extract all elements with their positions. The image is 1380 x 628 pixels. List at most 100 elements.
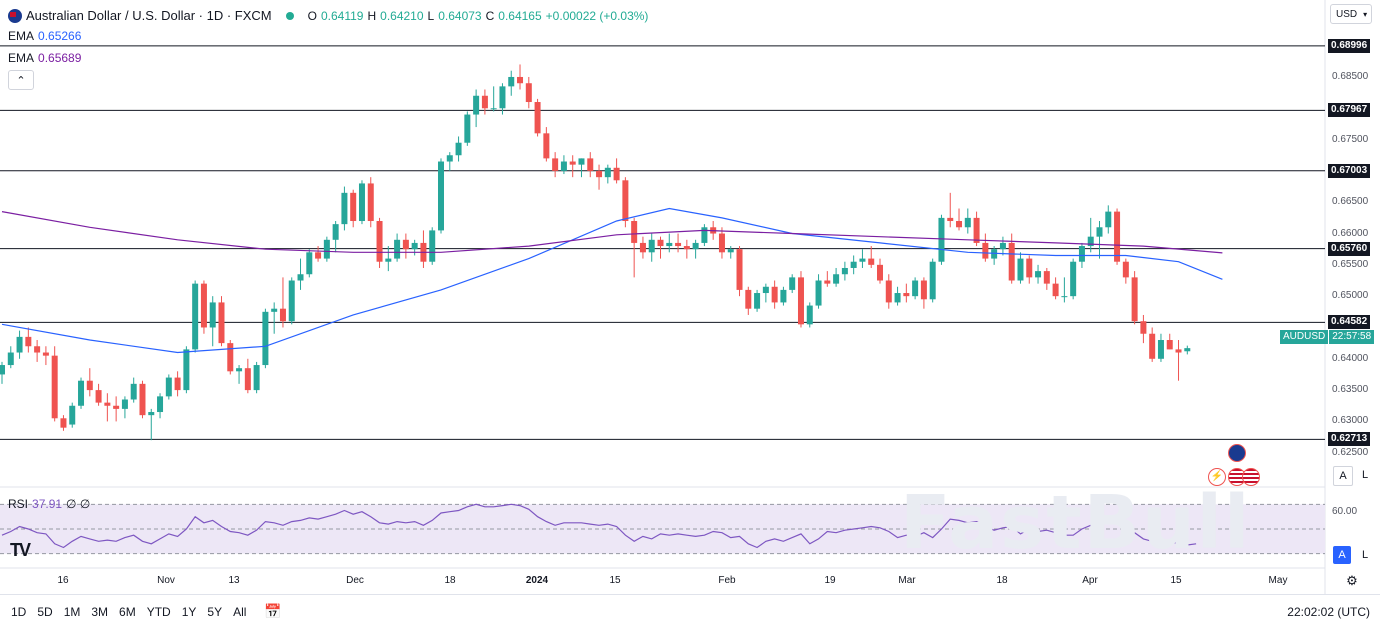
range-button-all[interactable]: All (233, 604, 247, 619)
candle-body (42, 352, 49, 356)
open-label: O (307, 8, 317, 23)
rsi-auto-scale-button[interactable]: A (1333, 546, 1351, 564)
candle-body (1008, 242, 1015, 281)
open-value: 0.64119 (320, 8, 364, 23)
symbol-legend: Australian Dollar / U.S. Dollar · 1D · F… (8, 8, 648, 23)
candle-body (0, 365, 5, 375)
clock-label[interactable]: 22:02:02 (UTC) (1287, 604, 1370, 619)
candle-body (315, 252, 322, 259)
candle-body (727, 249, 734, 253)
time-axis-tick: Nov (157, 575, 175, 586)
candle-body (227, 343, 234, 372)
candle-body (464, 114, 471, 143)
candle-body (394, 239, 401, 259)
price-axis-tick: 0.66500 (1332, 196, 1369, 208)
candle-body (7, 352, 14, 366)
us-flag-icon[interactable] (1242, 468, 1260, 486)
rsi-legend[interactable]: RSI 37.91 ∅ ∅ (8, 497, 90, 511)
time-axis-tick: 13 (228, 575, 240, 586)
candle-body (86, 380, 93, 391)
candle-body (789, 277, 796, 290)
settings-icon[interactable]: ⚙ (1346, 573, 1358, 588)
candle-body (60, 418, 67, 428)
candle-body (1122, 261, 1129, 278)
candle-body (376, 221, 383, 262)
candle-body (411, 242, 418, 250)
ema1-legend[interactable]: EMA 0.65266 (8, 29, 81, 43)
candle-body (69, 405, 76, 425)
candle-body (288, 280, 295, 322)
candle-body (262, 311, 269, 366)
candle-body (1035, 271, 1042, 278)
candle-body (402, 239, 409, 250)
currency-select[interactable]: USD ▾ (1330, 4, 1372, 24)
chevron-down-icon: ▾ (1363, 9, 1368, 19)
range-button-5d[interactable]: 5D (37, 604, 53, 619)
range-button-1d[interactable]: 1D (11, 604, 27, 619)
currency-label: USD (1336, 8, 1358, 20)
candle-body (113, 405, 120, 409)
candle-body (543, 133, 550, 159)
live-symbol: AUDUSD (1280, 330, 1329, 344)
tradingview-logo[interactable]: TV (10, 540, 31, 560)
price-axis-tick: 0.65000 (1332, 290, 1369, 302)
candle-body (104, 402, 111, 406)
range-button-ytd[interactable]: YTD (146, 604, 171, 619)
candle-body (648, 239, 655, 253)
candle-body (1078, 246, 1085, 262)
candle-body (121, 399, 128, 409)
time-axis-tick: 19 (824, 575, 836, 586)
candle-body (332, 224, 339, 240)
live-price-label: AUDUSD 22:57:58 (1280, 330, 1375, 344)
candle-body (1105, 211, 1112, 228)
candle-body (982, 242, 989, 259)
price-axis-tick: 0.65500 (1332, 258, 1369, 270)
level-price-tag: 0.68996 (1328, 38, 1371, 53)
rsi-line (1, 503, 1197, 549)
event-icons[interactable]: ⚡ (1208, 444, 1264, 488)
range-buttons: 1D 5D 1M 3M 6M YTD 1Y 5Y All (0, 605, 246, 619)
symbol-title[interactable]: Australian Dollar / U.S. Dollar · 1D · F… (26, 8, 272, 23)
time-axis-tick: 15 (609, 575, 621, 586)
candle-body (639, 242, 646, 253)
price-axis-tick: 0.63500 (1332, 384, 1369, 396)
candle-body (481, 95, 488, 109)
au-flag-icon[interactable] (1228, 444, 1246, 462)
candle-body (183, 349, 190, 391)
rsi-log-scale-button[interactable]: L (1361, 549, 1369, 561)
log-scale-button[interactable]: L (1361, 469, 1369, 481)
range-button-6m[interactable]: 6M (119, 604, 136, 619)
candle-body (200, 283, 207, 328)
rsi-axis-tick: 60.00 (1332, 506, 1358, 517)
candle-body (1184, 348, 1191, 352)
rsi-value: 37.91 (32, 497, 63, 511)
level-price-tag: 0.65760 (1328, 241, 1371, 256)
ema2-legend[interactable]: EMA 0.65689 (8, 51, 81, 65)
range-button-5y[interactable]: 5Y (207, 604, 223, 619)
candle-body (517, 76, 524, 84)
candle-body (350, 192, 357, 222)
candle-body (446, 155, 453, 162)
auto-scale-button[interactable]: A (1333, 466, 1353, 486)
candle-body (815, 280, 822, 306)
candle-body (429, 230, 436, 262)
collapse-legend-button[interactable]: ⌃ (8, 70, 34, 90)
candle-body (797, 277, 804, 325)
level-price-tag: 0.62713 (1328, 432, 1371, 447)
candle-body (1043, 271, 1050, 284)
candle-body (604, 167, 611, 178)
candle-body (253, 365, 260, 391)
candle-body (833, 274, 840, 284)
ema1-line (1, 207, 1223, 354)
range-button-1y[interactable]: 1Y (181, 604, 197, 619)
candle-body (148, 412, 155, 416)
watermark-logo: FastBull (900, 480, 1252, 566)
range-button-1m[interactable]: 1M (63, 604, 81, 619)
range-button-3m[interactable]: 3M (91, 604, 109, 619)
compare-icon[interactable]: 📅 (264, 603, 282, 619)
candle-body (1149, 333, 1156, 359)
lightning-icon[interactable]: ⚡ (1208, 468, 1226, 486)
candle-body (929, 261, 936, 300)
candle-body (622, 180, 629, 222)
